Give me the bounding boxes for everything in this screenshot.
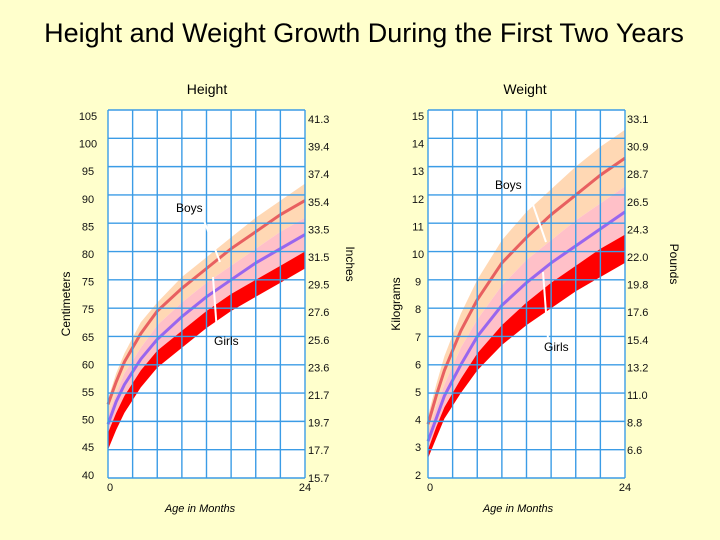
height-left-tick-label: 85 <box>82 221 94 233</box>
weight-left-tick-label: 8 <box>415 304 421 316</box>
weight-left-tick-label: 11 <box>412 221 423 233</box>
weight-left-tick-label: 3 <box>415 442 421 454</box>
height-annotation-boys: Boys <box>176 201 203 215</box>
height-left-tick-label: 50 <box>82 415 94 427</box>
height-left-tick-label: 105 <box>79 111 97 123</box>
height-left-tick-label: 80 <box>82 249 94 261</box>
height-right-tick-label: 29.5 <box>308 280 329 292</box>
height-left-tick-label: 75 <box>82 304 94 316</box>
weight-right-tick-label: 22.0 <box>627 252 648 264</box>
height-left-tick-label: 65 <box>82 332 94 344</box>
weight-left-tick-label: 4 <box>415 415 421 427</box>
height-panel-title: Height <box>187 81 228 97</box>
height-right-tick-label: 25.6 <box>308 335 329 347</box>
weight-right-tick-label: 19.8 <box>627 280 648 292</box>
weight-left-tick-label: 10 <box>412 249 424 261</box>
weight-x-tick-label: 24 <box>619 482 631 494</box>
height-annotation-pointer <box>212 276 218 333</box>
weight-right-tick-label: 15.4 <box>627 335 648 347</box>
weight-left-tick-label: 6 <box>415 359 421 371</box>
height-right-tick-label: 15.7 <box>308 473 329 485</box>
weight-left-tick-label: 13 <box>412 166 424 178</box>
height-left-tick-label: 95 <box>82 166 94 178</box>
weight-right-tick-label: 6.6 <box>627 445 642 457</box>
weight-left-tick-label: 7 <box>415 332 421 344</box>
weight-left-tick-label: 5 <box>415 387 421 399</box>
weight-right-tick-label: 13.2 <box>627 362 648 374</box>
height-left-tick-label: 100 <box>79 139 97 151</box>
weight-x-axis-title: Age in Months <box>482 503 554 515</box>
weight-left-tick-label: 12 <box>412 194 424 206</box>
weight-panel-title: Weight <box>503 81 546 97</box>
weight-left-tick-label: 14 <box>412 139 424 151</box>
weight-right-tick-label: 17.6 <box>627 307 648 319</box>
height-left-tick-label: 55 <box>82 387 94 399</box>
weight-right-axis-title: Pounds <box>667 244 681 285</box>
weight-right-tick-label: 11.0 <box>627 390 648 402</box>
main-title: Height and Weight Growth During the Firs… <box>44 18 684 48</box>
height-annotation-girls: Girls <box>214 334 239 348</box>
height-left-tick-label: 45 <box>82 442 94 454</box>
weight-annotation-pointer <box>529 195 547 243</box>
weight-left-tick-label: 9 <box>415 277 421 289</box>
height-right-tick-label: 27.6 <box>308 307 329 319</box>
height-right-tick-label: 19.7 <box>308 418 329 430</box>
weight-annotation-pointer <box>542 271 549 340</box>
height-girls-band <box>108 251 305 450</box>
height-right-tick-label: 17.7 <box>308 445 329 457</box>
weight-right-tick-label: 24.3 <box>627 224 648 236</box>
height-right-tick-label: 41.3 <box>308 114 329 126</box>
height-left-tick-label: 60 <box>82 359 94 371</box>
height-left-tick-label: 90 <box>82 194 94 206</box>
weight-right-tick-label: 28.7 <box>627 169 648 181</box>
height-right-tick-label: 21.7 <box>308 390 329 402</box>
height-right-tick-label: 31.5 <box>308 252 329 264</box>
weight-left-tick-label: 15 <box>412 111 424 123</box>
height-annotation-pointer <box>202 217 221 263</box>
weight-left-axis-title: Kilograms <box>389 277 403 330</box>
weight-x-tick-label: 0 <box>427 482 433 494</box>
height-left-tick-label: 75 <box>82 277 94 289</box>
weight-right-tick-label: 33.1 <box>627 114 648 126</box>
height-right-tick-label: 33.5 <box>308 224 329 236</box>
height-right-axis-title: Inches <box>343 246 357 281</box>
height-right-tick-label: 39.4 <box>308 142 329 154</box>
height-x-tick-label: 24 <box>299 482 311 494</box>
height-x-tick-label: 0 <box>107 482 113 494</box>
weight-right-tick-label: 26.5 <box>627 197 648 209</box>
weight-annotation-girls: Girls <box>544 340 569 354</box>
height-left-tick-label: 40 <box>82 470 94 482</box>
height-right-tick-label: 23.6 <box>308 362 329 374</box>
weight-left-tick-label: 2 <box>415 470 421 482</box>
weight-right-tick-label: 8.8 <box>627 418 642 430</box>
weight-right-tick-label: 30.9 <box>627 142 648 154</box>
height-right-tick-label: 35.4 <box>308 197 329 209</box>
height-left-axis-title: Centimeters <box>59 272 73 337</box>
height-x-axis-title: Age in Months <box>164 503 236 515</box>
height-right-tick-label: 37.4 <box>308 169 329 181</box>
weight-annotation-boys: Boys <box>495 178 522 192</box>
